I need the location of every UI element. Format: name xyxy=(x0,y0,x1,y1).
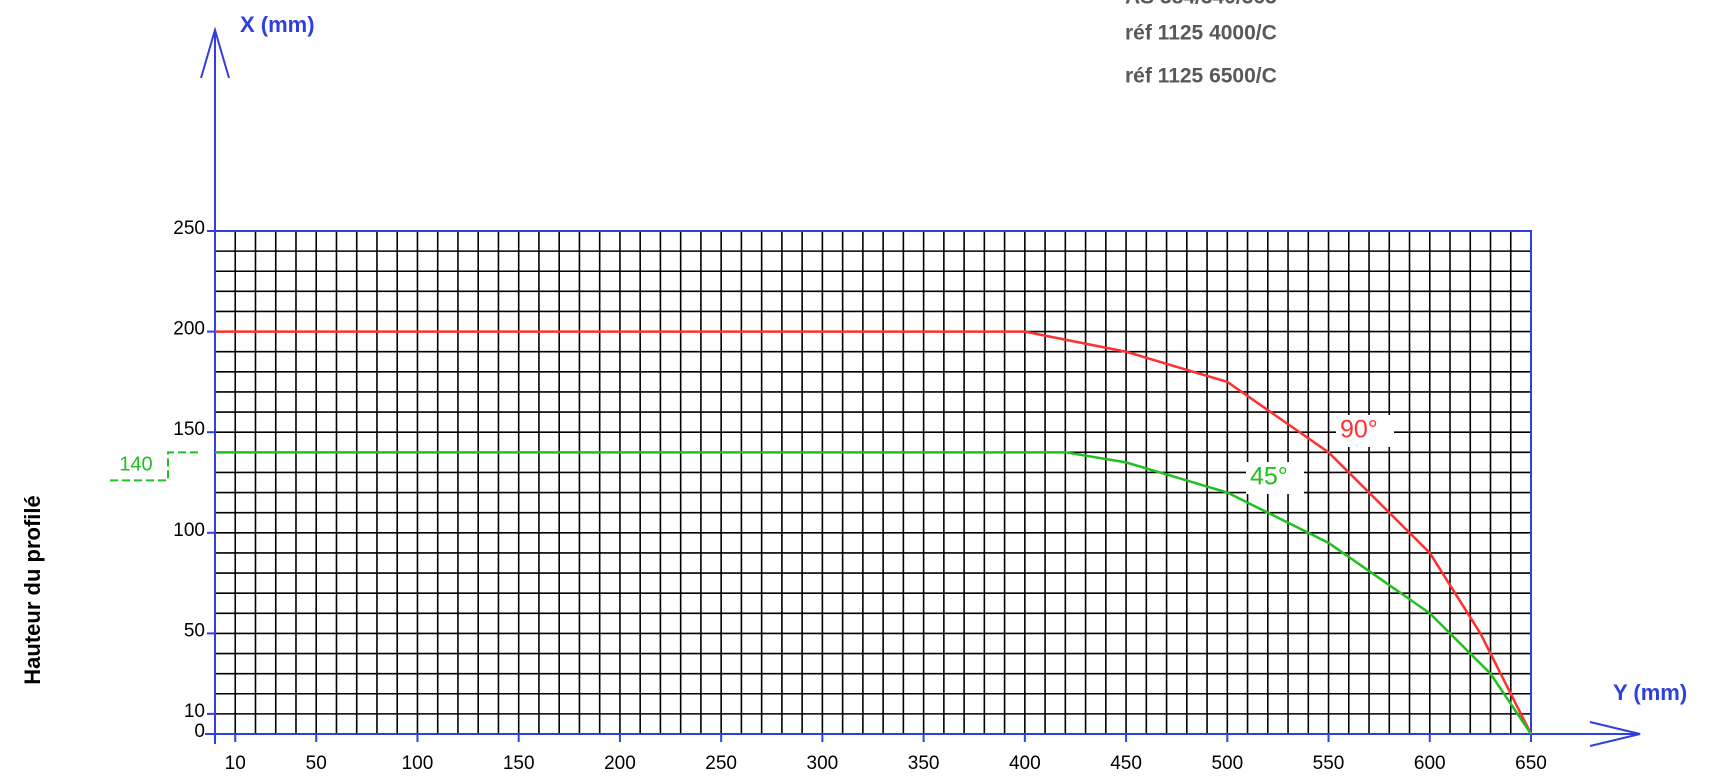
x-tick-label: 50 xyxy=(306,753,327,774)
y-tick-label: 50 xyxy=(184,620,205,641)
series-line xyxy=(215,330,1533,735)
x-tick-label: 10 xyxy=(225,753,246,774)
series-label-bg xyxy=(1336,415,1394,447)
y-tick-label: 100 xyxy=(173,520,205,541)
y-tick-label: 250 xyxy=(173,218,205,239)
series-label: 90° xyxy=(1340,416,1378,444)
x-tick-label: 550 xyxy=(1313,753,1345,774)
header-line: AS 384/340/365 xyxy=(1125,0,1277,9)
x-axis-arrow xyxy=(1589,721,1641,747)
y-tick-label: 0 xyxy=(194,721,205,742)
x-tick-label: 400 xyxy=(1009,753,1041,774)
x-tick-label: 100 xyxy=(402,753,434,774)
y-axis-arrow xyxy=(200,26,230,79)
annotation: 140 xyxy=(119,454,152,476)
x-tick-label: 350 xyxy=(908,753,940,774)
header-line: réf 1125 4000/C xyxy=(1125,22,1277,45)
y-axis-label: X (mm) xyxy=(240,12,315,37)
y-tick-label: 150 xyxy=(173,419,205,440)
x-axis-label: Y (mm) xyxy=(1613,680,1687,705)
x-tick-label: 250 xyxy=(705,753,737,774)
series-label: 45° xyxy=(1250,463,1288,491)
x-tick-label: 200 xyxy=(604,753,636,774)
x-tick-label: 450 xyxy=(1110,753,1142,774)
y-tick-label: 10 xyxy=(184,701,205,722)
x-tick-label: 650 xyxy=(1515,753,1547,774)
x-tick-label: 600 xyxy=(1414,753,1446,774)
series-line xyxy=(215,451,1533,735)
side-label: Hauteur du profilé xyxy=(20,495,45,684)
plot-frame xyxy=(214,230,1532,735)
annotation-bracket xyxy=(110,451,200,482)
x-tick-label: 500 xyxy=(1211,753,1243,774)
x-tick-label: 300 xyxy=(807,753,839,774)
header-line: réf 1125 6500/C xyxy=(1125,65,1277,88)
series-label-bg xyxy=(1246,462,1304,494)
x-tick-label: 150 xyxy=(503,753,535,774)
y-tick-label: 200 xyxy=(173,319,205,340)
